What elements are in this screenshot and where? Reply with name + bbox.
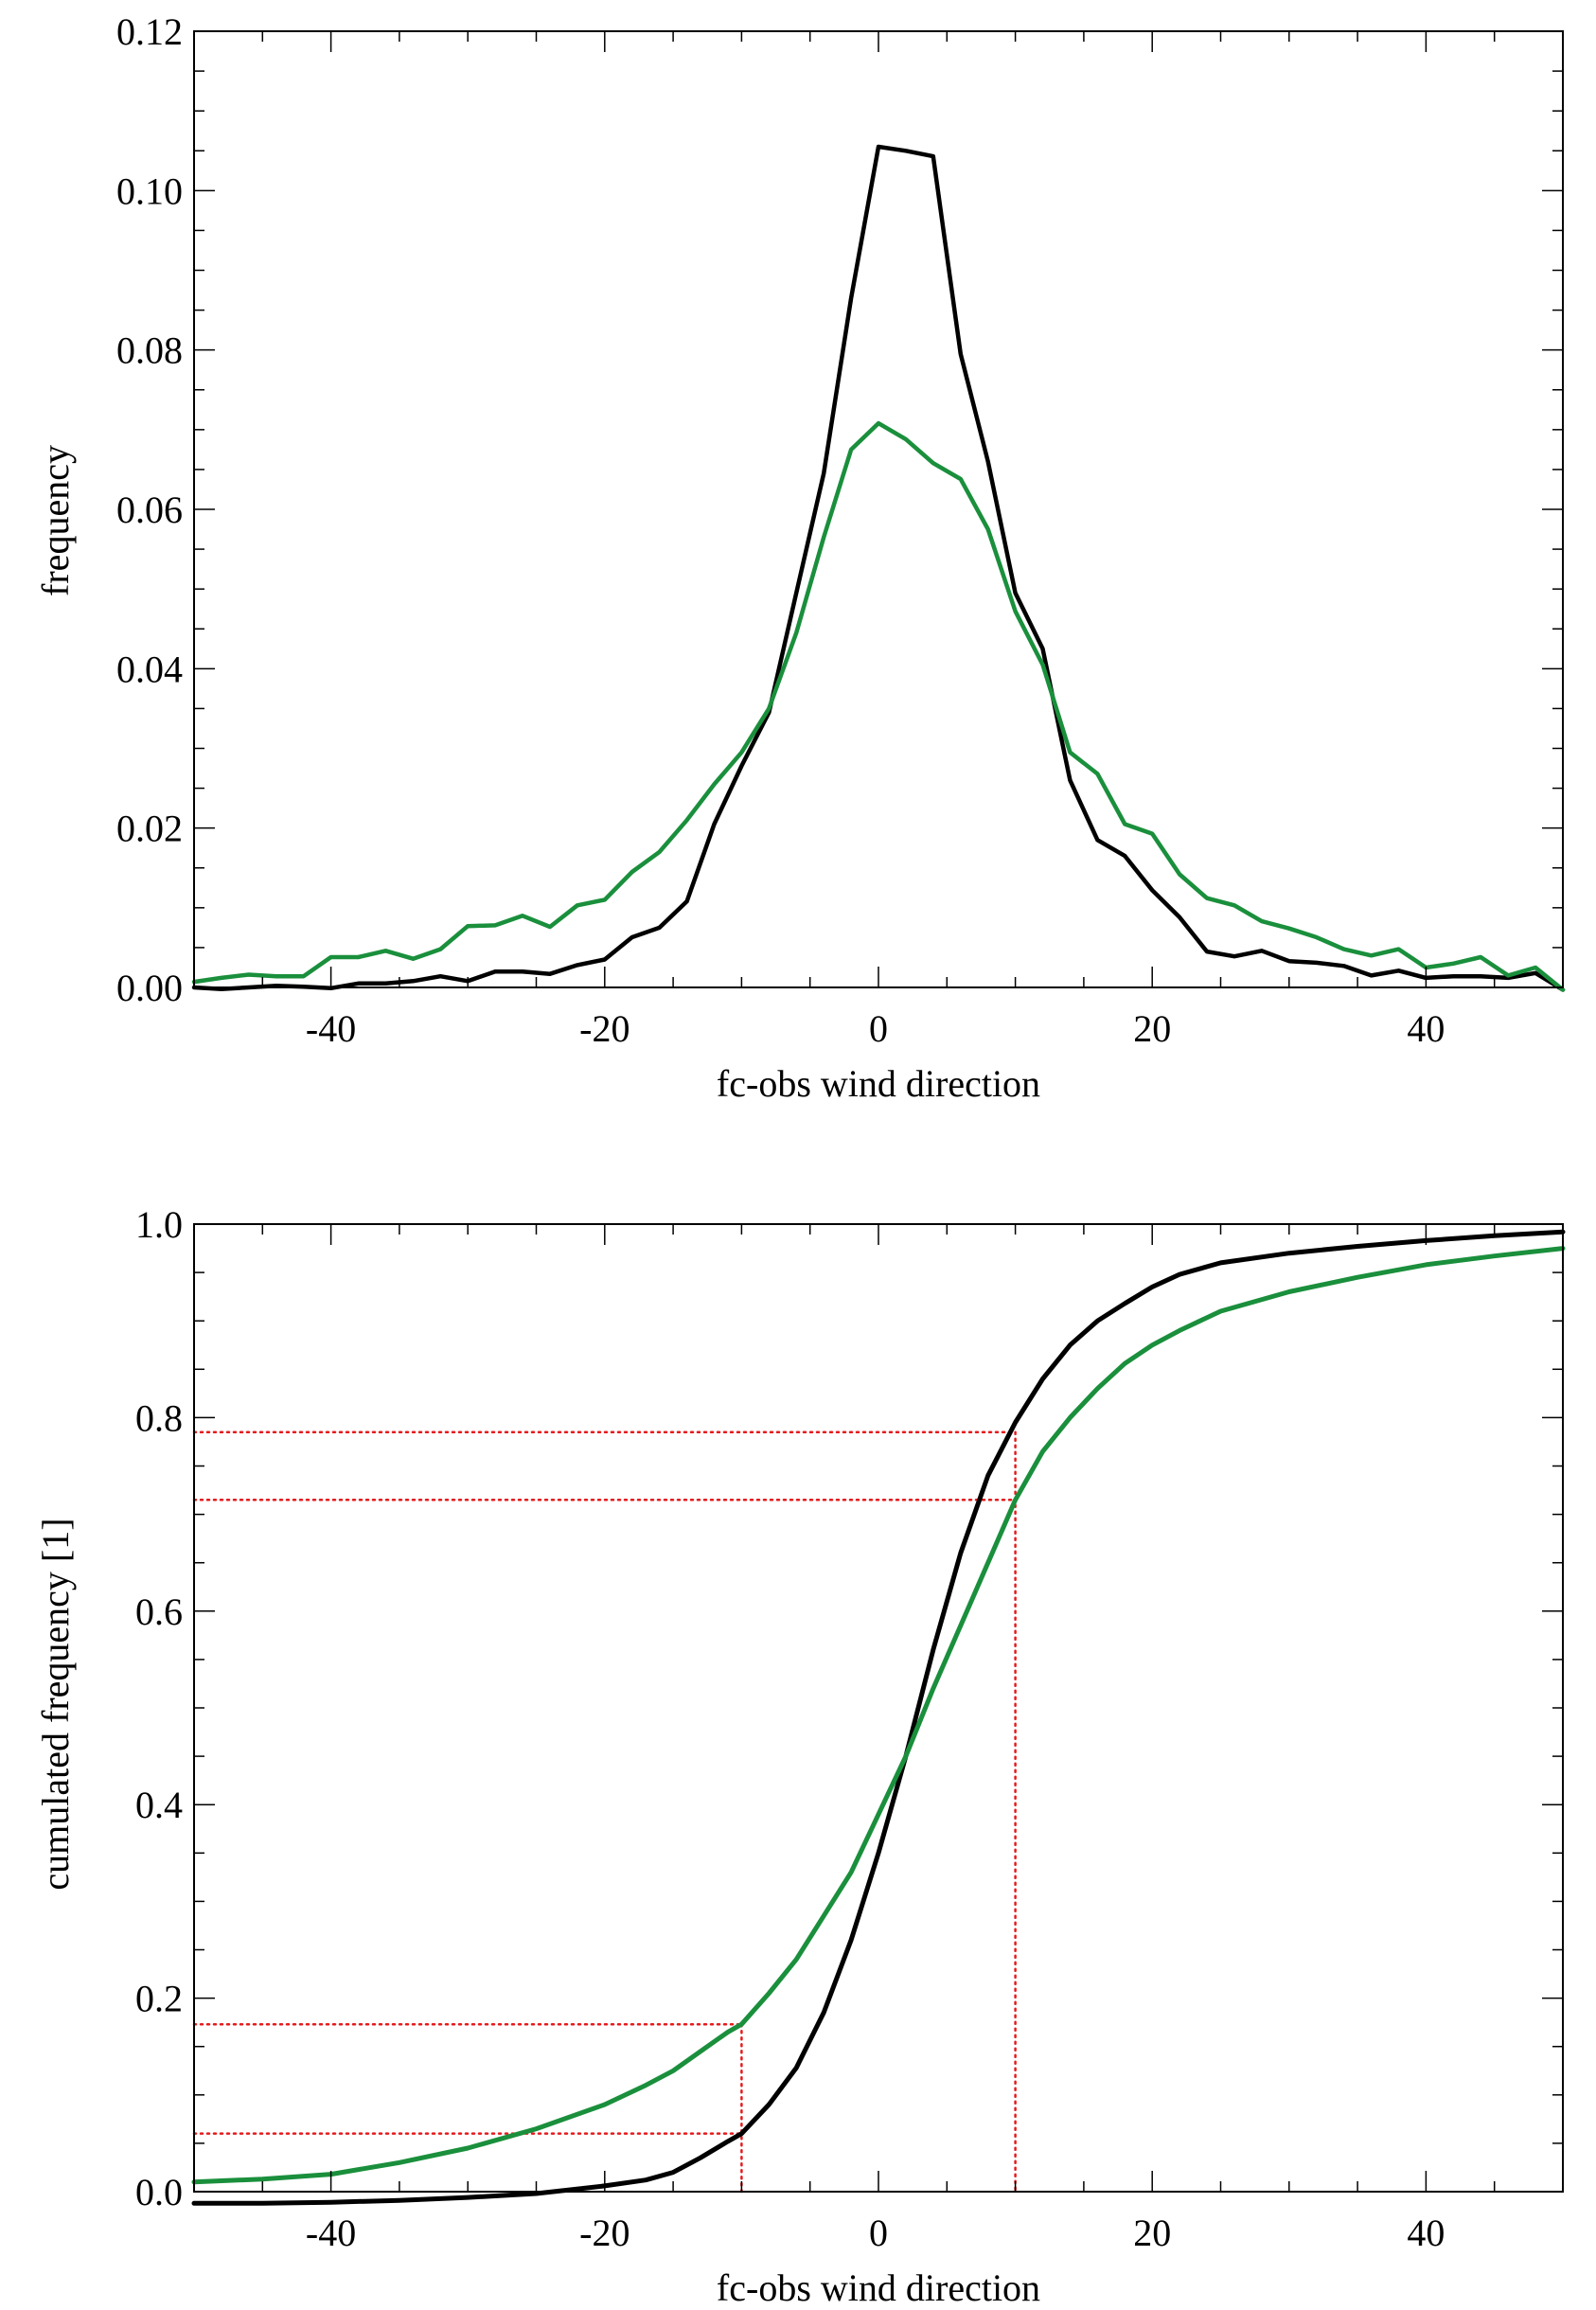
y-tick-label: 0.6 <box>135 1590 183 1633</box>
x-tick-label: -20 <box>579 1007 630 1050</box>
cumulative-chart: -40 -20 0 20 40 0.0 0.2 0.4 0.6 0.8 1.0 fc-obs win… <box>34 1203 1566 2309</box>
x-tick-label: -40 <box>306 1007 356 1050</box>
x-tick-label: 0 <box>869 1007 888 1050</box>
frequency-tick-labels: -40 -20 0 20 40 0.00 0.02 0.04 0.06 0.08 0.10 0.12 <box>116 10 1445 1050</box>
y-tick-label: 0.12 <box>116 10 183 53</box>
cumulative-x-axis-label: fc-obs wind direction <box>717 2266 1040 2309</box>
cumulative-y-axis-label: cumulated frequency [1] <box>34 1518 77 1890</box>
frequency-series <box>191 144 1566 992</box>
y-tick-label: 0.4 <box>135 1784 183 1826</box>
series-line-black <box>191 1229 1566 2206</box>
frequency-chart: -40 -20 0 20 400.000.020.040.060.080.100.12 … <box>34 10 1566 1105</box>
y-tick-label: 0.06 <box>116 489 183 531</box>
y-tick-label: 0.00 <box>116 967 183 1009</box>
series-line-green <box>191 1246 1566 2185</box>
y-tick-label: 0.0 <box>135 2171 183 2213</box>
x-tick-label: 40 <box>1407 2212 1445 2254</box>
cumulative-reference-lines <box>192 1430 1017 2194</box>
series-line-black <box>191 144 1566 992</box>
series-line-green <box>191 420 1566 992</box>
frequency-x-axis-label: fc-obs wind direction <box>717 1062 1040 1105</box>
y-tick-label: 0.10 <box>116 169 183 212</box>
frequency-y-axis-label: frequency <box>34 445 77 596</box>
y-tick-label: 0.2 <box>135 1978 183 2020</box>
y-tick-label: 0.04 <box>116 648 183 690</box>
cumulative-axis-ticks <box>193 1223 1564 2193</box>
y-tick-label: 0.8 <box>135 1396 183 1439</box>
x-tick-label: 20 <box>1133 2212 1171 2254</box>
y-tick-label: 1.0 <box>135 1203 183 1246</box>
cumulative-series <box>191 1229 1566 2206</box>
x-tick-label: -20 <box>579 2212 630 2254</box>
x-tick-label: -40 <box>306 2212 356 2254</box>
cumulative-tick-labels: -40 -20 0 20 40 0.0 0.2 0.4 0.6 0.8 1.0 <box>135 1203 1445 2254</box>
frequency-axis-ticks <box>193 30 1564 988</box>
x-tick-label: 40 <box>1407 1007 1445 1050</box>
x-tick-label: 20 <box>1133 1007 1171 1050</box>
y-tick-label: 0.08 <box>116 329 183 372</box>
y-tick-label: 0.02 <box>116 808 183 850</box>
x-tick-label: 0 <box>869 2212 888 2254</box>
